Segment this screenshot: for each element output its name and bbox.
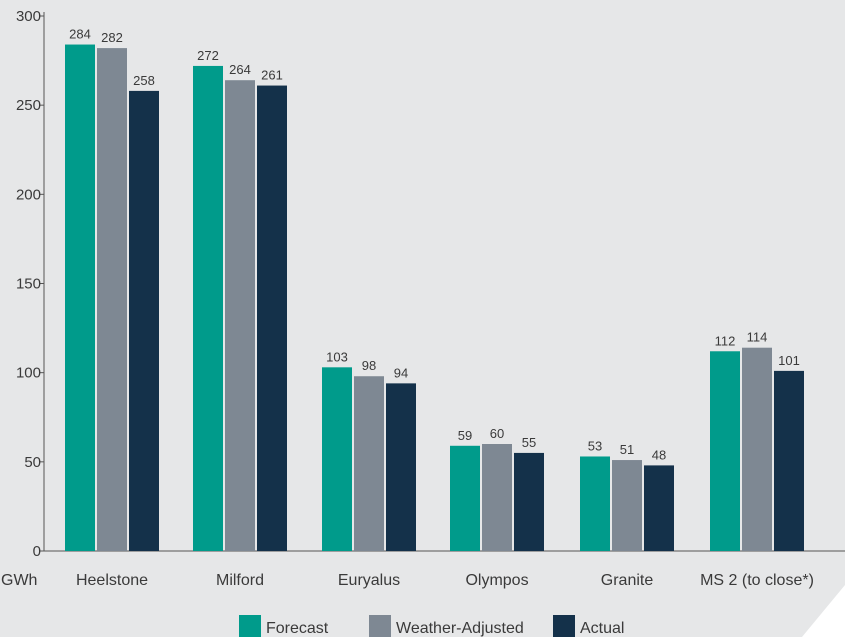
y-unit-label: GWh [1,572,37,589]
bar-euryalus-weather-adjusted [354,376,384,551]
bar-milford-actual [257,85,287,552]
bar-ms-2-to-close-weather-adjusted [742,347,772,551]
category-label-milford: Milford [216,572,264,589]
data-label-euryalus-actual: 94 [394,365,408,380]
y-tick-label: 0 [33,543,41,560]
data-label-granite-weather-adjusted: 51 [620,442,634,457]
data-label-heelstone-forecast: 284 [69,27,91,42]
y-tick-label: 100 [16,365,41,382]
y-tick-label: 50 [24,454,41,471]
bar-olympos-actual [514,452,544,551]
data-label-heelstone-actual: 258 [133,73,155,88]
bar-heelstone-forecast [65,44,95,552]
bar-ms-2-to-close-actual [774,370,804,551]
bar-olympos-weather-adjusted [482,444,512,551]
y-tick-label: 300 [16,8,41,25]
bar-milford-weather-adjusted [225,80,255,551]
data-label-olympos-weather-adjusted: 60 [490,426,504,441]
bar-euryalus-forecast [322,367,352,551]
y-tick-label: 250 [16,97,41,114]
bar-granite-weather-adjusted [612,460,642,551]
y-tick-label: 150 [16,276,41,293]
bar-heelstone-weather-adjusted [97,48,127,551]
data-label-euryalus-forecast: 103 [326,349,348,364]
category-label-olympos: Olympos [465,572,528,589]
data-label-ms-2-to-close-weather-adjusted: 114 [747,330,768,345]
category-label-ms-2-to-close: MS 2 (to close*) [700,572,814,589]
category-label-granite: Granite [601,572,654,589]
legend-swatch-weather-adjusted [369,615,391,637]
bar-milford-forecast [193,65,223,551]
y-tick-label: 200 [16,186,41,203]
category-label-euryalus: Euryalus [338,572,400,589]
bar-granite-actual [644,465,674,551]
data-label-milford-forecast: 272 [197,48,219,63]
bar-heelstone-actual [129,90,159,552]
data-label-granite-actual: 48 [652,447,666,462]
data-label-milford-weather-adjusted: 264 [229,62,251,77]
legend-label-forecast: Forecast [266,620,329,637]
bar-ms-2-to-close-forecast [710,351,740,551]
data-label-milford-actual: 261 [261,68,283,83]
data-label-ms-2-to-close-actual: 101 [778,353,800,368]
data-label-olympos-actual: 55 [522,435,536,450]
data-label-granite-forecast: 53 [588,438,602,453]
data-label-euryalus-weather-adjusted: 98 [362,358,376,373]
bar-granite-forecast [580,456,610,551]
legend-swatch-forecast [239,615,261,637]
category-label-heelstone: Heelstone [76,572,148,589]
data-label-ms-2-to-close-forecast: 112 [715,333,736,348]
legend-label-weather-adjusted: Weather-Adjusted [396,620,524,637]
data-label-olympos-forecast: 59 [458,428,472,443]
bar-euryalus-actual [386,383,416,551]
legend-label-actual: Actual [580,620,624,637]
data-label-heelstone-weather-adjusted: 282 [101,30,123,45]
bar-olympos-forecast [450,445,480,551]
legend-swatch-actual [553,615,575,637]
